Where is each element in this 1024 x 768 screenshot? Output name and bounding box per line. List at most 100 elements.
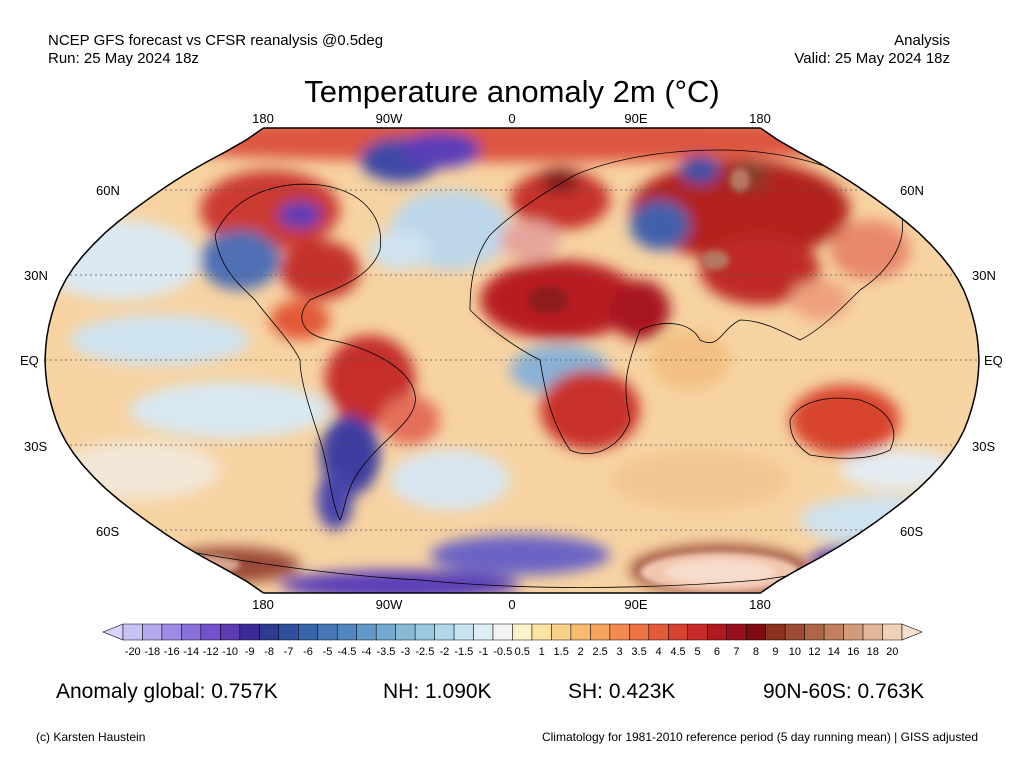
colorbar-tick: -16 <box>163 646 180 658</box>
arctic-anomaly-stat: 90N-60S: 0.763K <box>763 680 925 703</box>
colorbar-swatch <box>161 623 182 641</box>
lat-label-right-60n: 60N <box>900 183 924 198</box>
colorbar-swatch <box>551 623 572 641</box>
lat-label-left-eq: EQ <box>20 353 39 368</box>
lon-label-top-180e: 180 <box>749 111 771 126</box>
colorbar-tick: 16 <box>847 646 860 658</box>
lat-label-left-60s: 60S <box>96 524 120 539</box>
colorbar-swatch <box>784 623 805 641</box>
colorbar-swatch <box>336 623 357 641</box>
global-anomaly-stat: Anomaly global: 0.757K <box>56 680 278 703</box>
colorbar-swatch <box>375 623 396 641</box>
lat-label-left-30n: 30N <box>24 268 48 283</box>
colorbar-swatch <box>648 623 669 641</box>
colorbar-swatch <box>473 623 494 641</box>
colorbar-swatch <box>570 623 591 641</box>
colorbar-tick: -5 <box>322 646 333 658</box>
colorbar-swatch <box>434 623 455 641</box>
colorbar-tick: -4 <box>361 646 372 658</box>
colorbar-swatch <box>395 623 416 641</box>
colorbar-tick: 9 <box>772 646 779 658</box>
lat-label-right-eq: EQ <box>984 353 1003 368</box>
lat-label-left-30s: 30S <box>24 439 48 454</box>
lon-label-bottom-90e: 90E <box>624 597 648 612</box>
colorbar-tick: 14 <box>827 646 840 658</box>
lon-label-bottom-180w: 180 <box>252 597 274 612</box>
colorbar-swatch <box>220 623 241 641</box>
analysis-label: Analysis <box>894 32 950 49</box>
colorbar-tick: -20 <box>124 646 141 658</box>
colorbar-tick: 0.5 <box>514 646 530 658</box>
colorbar-tick: 8 <box>752 646 759 658</box>
colorbar-tick: -6 <box>303 646 313 658</box>
colorbar-tick: 10 <box>788 646 801 658</box>
colorbar-tick: -9 <box>244 646 255 658</box>
colorbar-swatch <box>823 623 844 641</box>
climatology-note: Climatology for 1981-2010 reference peri… <box>541 730 978 744</box>
lon-label-bottom-90w: 90W <box>375 597 403 612</box>
colorbar-tick: 20 <box>886 646 899 658</box>
lat-label-right-30n: 30N <box>972 268 996 283</box>
lon-label-top-180w: 180 <box>252 111 274 126</box>
colorbar-swatch <box>492 623 513 641</box>
colorbar-swatch <box>745 623 766 641</box>
colorbar-tick: 5 <box>694 646 701 658</box>
colorbar-tick: -10 <box>222 646 239 658</box>
colorbar-tick: -12 <box>202 646 219 658</box>
copyright-label: (c) Karsten Haustein <box>36 730 146 744</box>
colorbar-swatch <box>278 623 299 641</box>
colorbar-tick: 1 <box>538 646 545 658</box>
colorbar-tick: -1.5 <box>454 646 474 658</box>
colorbar-swatch <box>142 623 163 641</box>
colorbar-tick: 6 <box>713 646 721 658</box>
colorbar-tick: -3.5 <box>376 646 396 658</box>
colorbar-tick: -4.5 <box>337 646 357 658</box>
colorbar-swatch <box>668 623 689 641</box>
colorbar-swatch <box>590 623 611 641</box>
colorbar-max-arrow <box>901 623 923 641</box>
lon-label-bottom-180e: 180 <box>749 597 771 612</box>
colorbar-swatch <box>239 623 260 641</box>
valid-time-label: Valid: 25 May 2024 18z <box>794 50 950 67</box>
colorbar-swatch <box>414 623 435 641</box>
colorbar-swatch <box>804 623 825 641</box>
colorbar-swatch <box>298 623 318 641</box>
map-title: Temperature anomaly 2m (°C) <box>304 74 720 109</box>
colorbar-tick: 3.5 <box>631 646 647 658</box>
lon-label-top-90e: 90E <box>624 111 648 126</box>
colorbar-swatch <box>453 623 474 641</box>
colorbar-tick: -2 <box>439 646 450 658</box>
colorbar-swatch <box>882 623 903 641</box>
colorbar-swatch <box>609 623 630 641</box>
colorbar-tick: -18 <box>144 646 161 658</box>
lon-label-top-90w: 90W <box>375 111 403 126</box>
colorbar-tick: -8 <box>264 646 274 658</box>
nh-anomaly-stat: NH: 1.090K <box>383 680 492 703</box>
colorbar-swatch <box>726 623 747 641</box>
lon-label-top-0: 0 <box>508 111 516 126</box>
lat-label-left-60n: 60N <box>96 183 120 198</box>
colorbar-swatch <box>317 623 338 641</box>
lon-label-bottom-0: 0 <box>508 597 516 612</box>
lat-label-right-60s: 60S <box>900 524 924 539</box>
model-source-label: NCEP GFS forecast vs CFSR reanalysis @0.… <box>48 32 384 49</box>
colorbar-swatch <box>687 623 708 641</box>
colorbar-swatch <box>707 623 727 641</box>
colorbar-tick: 7 <box>733 646 740 658</box>
colorbar-tick: -1 <box>478 646 489 658</box>
colorbar-tick: 3 <box>616 646 623 658</box>
colorbar-swatch <box>200 623 221 641</box>
globe-outline <box>44 127 980 594</box>
colorbar-tick: 2.5 <box>592 646 608 658</box>
colorbar-tick: -14 <box>183 646 200 658</box>
colorbar-swatch <box>531 623 552 641</box>
colorbar-swatch <box>765 623 786 641</box>
colorbar-swatch <box>512 623 533 641</box>
colorbar-swatch <box>259 623 280 641</box>
colorbar-swatch <box>629 623 650 641</box>
run-time-label: Run: 25 May 2024 18z <box>48 50 199 67</box>
colorbar-swatch <box>356 623 377 641</box>
colorbar-swatch <box>181 623 202 641</box>
colorbar-tick: 12 <box>808 646 821 658</box>
